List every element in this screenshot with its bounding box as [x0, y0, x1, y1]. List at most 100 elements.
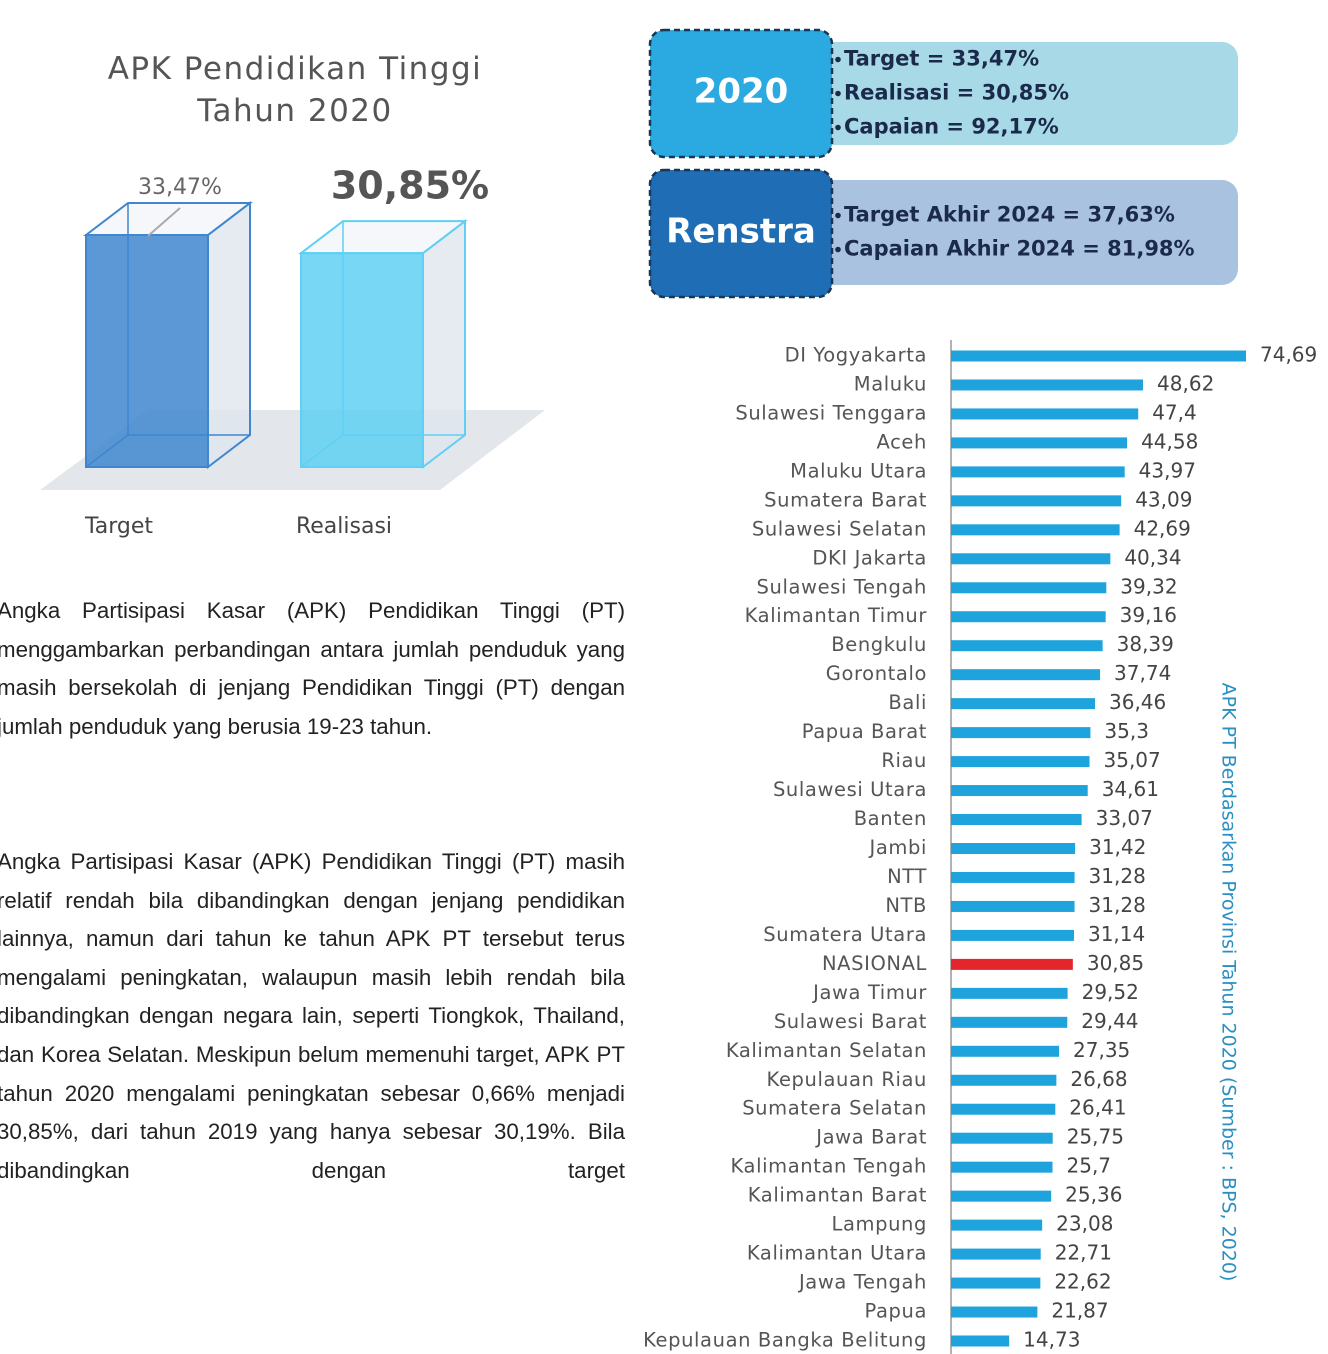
y-label: DI Yogyakarta: [785, 344, 927, 367]
y-label: Gorontalo: [826, 662, 927, 685]
value-label: 23,08: [1056, 1212, 1113, 1236]
bar: [951, 698, 1095, 709]
y-label: Sulawesi Tengah: [757, 575, 927, 598]
bar-side: [423, 221, 465, 467]
value-label: 26,41: [1069, 1096, 1126, 1120]
y-label: Jawa Timur: [811, 981, 927, 1004]
value-label: 25,7: [1067, 1154, 1112, 1178]
paragraph: Angka Partisipasi Kasar (APK) Pendidikan…: [0, 843, 625, 1190]
y-label: Sulawesi Barat: [774, 1010, 927, 1033]
value-label: 33,07: [1096, 806, 1153, 830]
bar: [951, 814, 1082, 825]
y-label: Maluku Utara: [790, 459, 927, 482]
bar: [951, 1162, 1053, 1173]
bullet: [835, 213, 841, 219]
value-label: 25,36: [1065, 1183, 1122, 1207]
bar-3d: [301, 221, 465, 467]
value-label: 21,87: [1051, 1299, 1108, 1323]
bar: [951, 640, 1103, 651]
value-label: 30,85: [1087, 951, 1144, 975]
value-label: 35,07: [1104, 748, 1161, 772]
y-label: Papua: [864, 1300, 927, 1323]
bar-3d: [86, 203, 250, 467]
value-label: 39,16: [1120, 603, 1177, 627]
bar: [951, 727, 1090, 738]
value-label: 48,62: [1157, 371, 1214, 395]
value-label: 74,69: [1260, 343, 1317, 367]
y-label: Jawa Tengah: [797, 1271, 927, 1294]
bar: [951, 1307, 1037, 1318]
value-label: 43,09: [1135, 487, 1192, 511]
bar: [951, 930, 1074, 941]
x-label: Target: [84, 514, 153, 539]
value-label: 39,32: [1120, 574, 1177, 598]
bar: [951, 872, 1075, 883]
y-label: NTT: [887, 865, 927, 888]
info-panel: [800, 180, 1238, 285]
bar: [951, 1249, 1041, 1260]
bar: [951, 1133, 1053, 1144]
bar: [951, 495, 1121, 506]
bar: [951, 351, 1246, 362]
info-item: Target Akhir 2024 = 37,63%: [844, 203, 1175, 227]
value-label: 29,44: [1081, 1009, 1138, 1033]
y-label: Sulawesi Utara: [773, 778, 927, 801]
value-label: 37,74: [1114, 661, 1171, 685]
bullet: [835, 91, 841, 97]
chart-title: APK PT Berdasarkan Provinsi Tahun 2020 (…: [1218, 683, 1240, 1282]
bullet: [835, 247, 841, 253]
y-label: Bengkulu: [831, 633, 927, 656]
y-label: Jawa Barat: [814, 1126, 927, 1149]
y-label: Kalimantan Barat: [748, 1184, 927, 1207]
y-label: Papua Barat: [802, 720, 927, 743]
bar: [951, 785, 1088, 796]
y-label: Kalimantan Tengah: [730, 1155, 927, 1178]
bar: [951, 1046, 1059, 1057]
value-label: 31,28: [1089, 864, 1146, 888]
value-label: 29,52: [1082, 980, 1139, 1004]
y-label: Banten: [854, 807, 927, 830]
bullet: [835, 125, 841, 131]
y-label: Bali: [888, 691, 927, 714]
bar: [951, 1336, 1009, 1347]
y-label: Sumatera Selatan: [742, 1097, 927, 1120]
value-label: 31,28: [1089, 893, 1146, 917]
value-label: 33,47%: [138, 175, 222, 200]
bar-side: [208, 203, 250, 467]
y-label: Aceh: [877, 430, 927, 453]
bar: [951, 756, 1090, 767]
bar: [951, 1017, 1067, 1028]
bar: [951, 379, 1143, 390]
value-label: 36,46: [1109, 690, 1166, 714]
bar: [951, 553, 1110, 564]
value-label: 22,62: [1054, 1270, 1111, 1294]
bullet: [835, 57, 841, 63]
bar: [951, 408, 1138, 419]
value-label: 44,58: [1141, 429, 1198, 453]
info-item: Capaian = 92,17%: [844, 115, 1059, 139]
bar: [951, 843, 1075, 854]
y-label: Sumatera Utara: [763, 923, 927, 946]
y-label: NTB: [885, 894, 927, 917]
bar: [951, 1220, 1042, 1231]
value-label: 42,69: [1134, 516, 1191, 540]
info-label: Renstra: [666, 212, 816, 252]
y-label: DKI Jakarta: [812, 546, 927, 569]
bar: [951, 1191, 1051, 1202]
value-label: 40,34: [1124, 545, 1181, 569]
y-label: Sulawesi Tenggara: [735, 401, 927, 424]
y-label: Lampung: [832, 1213, 927, 1236]
value-label: 31,42: [1089, 835, 1146, 859]
value-label: 27,35: [1073, 1038, 1130, 1062]
y-label: Jambi: [868, 836, 928, 859]
y-label: Kepulauan Riau: [767, 1068, 927, 1091]
value-label: 31,14: [1088, 922, 1145, 946]
bar: [951, 437, 1127, 448]
y-label: Kalimantan Selatan: [726, 1039, 927, 1062]
bar: [951, 901, 1075, 912]
bar: [951, 1104, 1055, 1115]
value-label: 34,61: [1102, 777, 1159, 801]
page: Target33,47%Realisasi30,85%DI Yogyakarta…: [0, 0, 1328, 1354]
info-item: Realisasi = 30,85%: [844, 81, 1069, 105]
bar: [951, 611, 1106, 622]
